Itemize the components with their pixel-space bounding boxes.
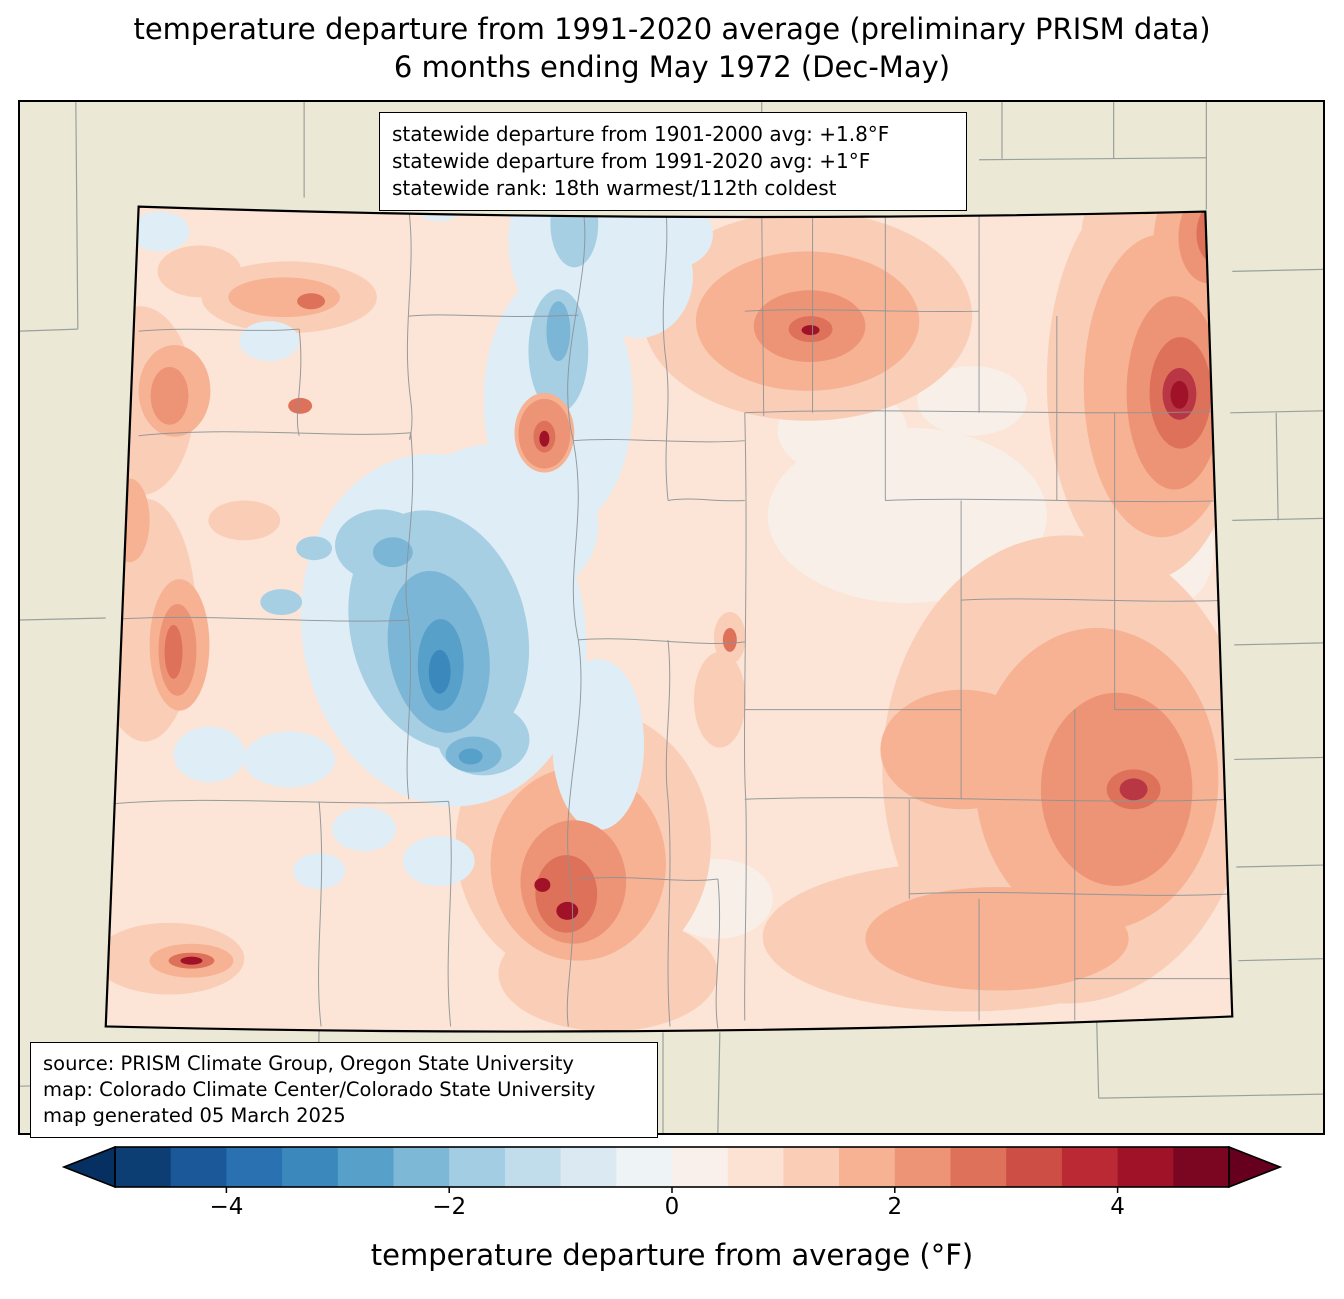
colorbar-over-arrow (1228, 1145, 1283, 1189)
colorbar-svg (61, 1145, 1283, 1193)
colorbar-segment (894, 1147, 952, 1187)
colorbar-segment (1173, 1147, 1230, 1187)
colorbar-tick-label: 0 (664, 1194, 680, 1220)
colorbar-segment (560, 1147, 617, 1187)
figure-title-line1: temperature departure from 1991-2020 ave… (133, 12, 1211, 46)
colorado-temperature-map (20, 102, 1323, 1133)
colorbar-segment (783, 1147, 840, 1187)
generated-date-line: map generated 05 March 2025 (43, 1104, 346, 1127)
colorbar-segment (616, 1147, 673, 1187)
colorbar-segment (282, 1147, 339, 1187)
anomaly-field (105, 206, 1233, 1032)
colorbar-segment (672, 1147, 729, 1187)
colorbar-segment (170, 1147, 227, 1187)
figure-title: temperature departure from 1991-2020 ave… (0, 10, 1344, 86)
colorbar-segment (226, 1147, 283, 1187)
colorbar-segment (337, 1147, 395, 1187)
colorbar-segment (727, 1147, 784, 1187)
colorbar-tick-labels: −4 −2 0 2 4 (0, 1194, 1344, 1224)
colorbar-tick-label: 4 (1110, 1194, 1125, 1220)
colorado-state-border (104, 205, 1234, 1033)
colorbar-segment (504, 1147, 562, 1187)
colorbar-under-arrow (61, 1145, 116, 1189)
colorbar-segment (1117, 1147, 1174, 1187)
figure-title-line2: 6 months ending May 1972 (Dec-May) (393, 50, 951, 84)
colorbar-segment (839, 1147, 896, 1187)
stats-line-1991-2020: statewide departure from 1991-2020 avg: … (392, 149, 871, 173)
warm-core-zones (150, 206, 1233, 969)
source-line: source: PRISM Climate Group, Oregon Stat… (43, 1052, 574, 1075)
colorbar (61, 1145, 1283, 1196)
colorbar-segment (950, 1147, 1007, 1187)
colorbar-segment (449, 1147, 506, 1187)
stats-box: statewide departure from 1901-2000 avg: … (379, 112, 967, 211)
stats-line-rank: statewide rank: 18th warmest/112th colde… (392, 176, 837, 200)
colorbar-tick-label: 2 (887, 1194, 903, 1220)
map-frame (18, 100, 1325, 1135)
colorbar-tick-label: −4 (209, 1194, 244, 1220)
map-credit-line: map: Colorado Climate Center/Colorado St… (43, 1078, 596, 1101)
colorbar-segment (115, 1147, 172, 1187)
colorbar-tick-label: −2 (432, 1194, 467, 1220)
colorbar-segment (1006, 1147, 1063, 1187)
county-lines (105, 209, 1231, 1029)
stats-line-1901-2000: statewide departure from 1901-2000 avg: … (392, 122, 890, 146)
source-box: source: PRISM Climate Group, Oregon Stat… (30, 1042, 658, 1138)
colorbar-segment (393, 1147, 450, 1187)
colorbar-axis-label: temperature departure from average (°F) (370, 1238, 974, 1272)
colorbar-segment (1061, 1147, 1119, 1187)
